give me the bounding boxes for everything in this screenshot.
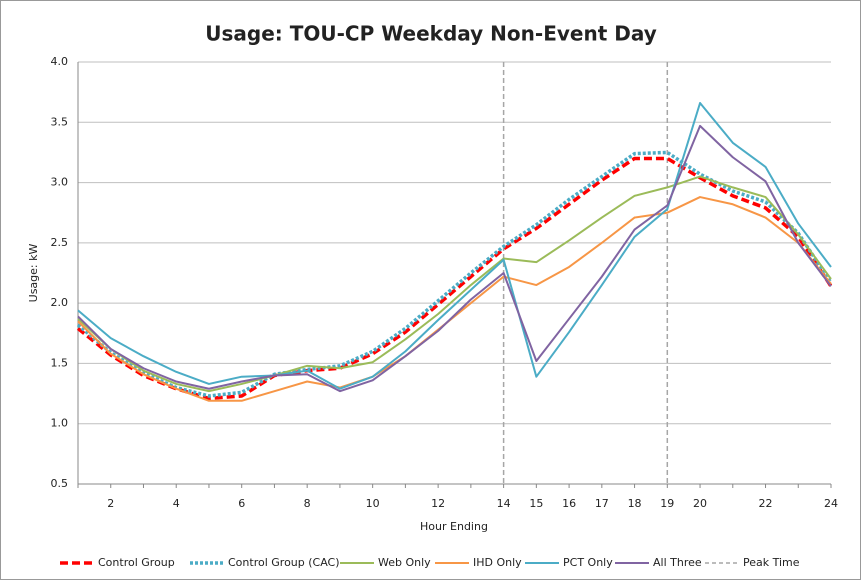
chart-title: Usage: TOU-CP Weekday Non-Event Day xyxy=(205,22,657,46)
line-series xyxy=(76,156,833,401)
legend-label: Control Group (CAC) xyxy=(228,556,340,569)
legend-label: Control Group xyxy=(98,556,175,569)
y-tick-label: 1.5 xyxy=(51,356,69,369)
x-tick-label: 10 xyxy=(366,497,380,510)
y-tick-label: 3.0 xyxy=(51,176,69,189)
y-tick-label: 4.0 xyxy=(51,55,69,68)
legend-label: IHD Only xyxy=(473,556,522,569)
legend-label: Web Only xyxy=(378,556,431,569)
line-series xyxy=(77,175,832,393)
line-series xyxy=(77,124,832,393)
x-tick-label: 17 xyxy=(595,497,609,510)
x-tick-label: 2 xyxy=(107,497,114,510)
y-tick-label: 1.0 xyxy=(51,417,69,430)
line-series xyxy=(77,101,832,390)
x-tick-label: 15 xyxy=(529,497,543,510)
line-series xyxy=(76,150,833,398)
y-tick-label: 2.0 xyxy=(51,296,69,309)
legend-label: Peak Time xyxy=(743,556,800,569)
x-tick-label: 24 xyxy=(824,497,838,510)
x-tick-label: 14 xyxy=(497,497,511,510)
x-tick-label: 16 xyxy=(562,497,576,510)
x-tick-label: 4 xyxy=(173,497,180,510)
x-tick-label: 18 xyxy=(628,497,642,510)
x-tick-label: 8 xyxy=(304,497,311,510)
y-tick-label: 0.5 xyxy=(51,477,69,490)
x-axis-label: Hour Ending xyxy=(420,520,488,533)
y-axis-label: Usage: kW xyxy=(27,244,40,303)
y-tick-label: 3.5 xyxy=(51,115,69,128)
x-tick-label: 19 xyxy=(660,497,674,510)
x-tick-label: 22 xyxy=(759,497,773,510)
x-tick-label: 12 xyxy=(431,497,445,510)
x-tick-label: 6 xyxy=(238,497,245,510)
x-tick-label: 20 xyxy=(693,497,707,510)
y-tick-label: 2.5 xyxy=(51,236,69,249)
legend-label: All Three xyxy=(653,556,702,569)
legend-label: PCT Only xyxy=(563,556,613,569)
